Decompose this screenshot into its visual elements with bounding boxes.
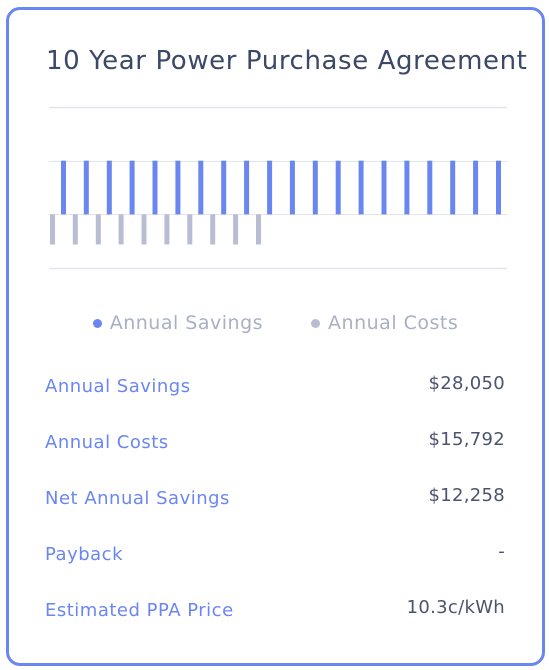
stat-row-estimated-ppa-price: Estimated PPA Price 10.3c/kWh <box>45 594 505 650</box>
bar-annual-savings[interactable] <box>312 160 318 215</box>
stat-row-annual-costs: Annual Costs $15,792 <box>45 426 505 482</box>
bar-annual-savings[interactable] <box>267 160 273 215</box>
bar-annual-costs[interactable] <box>164 214 170 245</box>
stat-label: Payback <box>45 544 124 565</box>
stat-value: $28,050 <box>428 373 505 394</box>
legend-label-costs: Annual Costs <box>328 312 459 334</box>
bar-annual-savings[interactable] <box>152 160 158 215</box>
legend-dot-savings <box>92 318 102 328</box>
bar-annual-savings[interactable] <box>244 160 250 215</box>
bar-annual-savings[interactable] <box>198 160 204 215</box>
bar-annual-savings[interactable] <box>427 160 433 215</box>
bar-annual-costs[interactable] <box>256 214 261 245</box>
stat-row-payback: Payback - <box>45 538 505 594</box>
savings-costs-chart <box>49 106 507 270</box>
bar-annual-savings[interactable] <box>175 160 181 215</box>
stat-row-annual-savings: Annual Savings $28,050 <box>45 370 505 426</box>
legend-item-savings[interactable]: Annual Savings <box>92 312 264 334</box>
bar-annual-savings[interactable] <box>381 160 387 215</box>
stat-value: - <box>498 541 505 562</box>
bar-annual-savings[interactable] <box>61 160 66 215</box>
stat-label: Estimated PPA Price <box>45 600 234 621</box>
chart-legend: Annual Savings Annual Costs <box>9 312 542 334</box>
stat-label: Annual Costs <box>45 432 169 453</box>
bar-annual-savings[interactable] <box>404 160 410 215</box>
stat-value: 10.3c/kWh <box>406 597 505 618</box>
bar-annual-savings[interactable] <box>106 160 112 215</box>
bar-annual-savings[interactable] <box>473 160 479 215</box>
bar-annual-costs[interactable] <box>210 214 216 245</box>
bar-annual-savings[interactable] <box>289 160 295 215</box>
stat-value: $15,792 <box>428 429 505 450</box>
legend-item-costs[interactable]: Annual Costs <box>311 312 458 334</box>
stat-row-net-annual-savings: Net Annual Savings $12,258 <box>45 482 505 538</box>
bar-annual-costs[interactable] <box>72 214 78 245</box>
legend-dot-costs <box>311 318 321 328</box>
bar-annual-savings[interactable] <box>496 160 501 215</box>
bar-annual-costs[interactable] <box>95 214 101 245</box>
bar-annual-savings[interactable] <box>83 160 89 215</box>
bar-annual-savings[interactable] <box>450 160 456 215</box>
bar-annual-savings[interactable] <box>335 160 341 215</box>
bar-annual-costs[interactable] <box>50 214 55 245</box>
ppa-card: 10 Year Power Purchase Agreement Annual … <box>6 7 545 666</box>
bar-annual-costs[interactable] <box>233 214 239 245</box>
bar-annual-savings[interactable] <box>129 160 135 215</box>
bar-annual-savings[interactable] <box>221 160 227 215</box>
stat-label: Net Annual Savings <box>45 488 230 509</box>
bar-annual-savings[interactable] <box>358 160 364 215</box>
stats-list: Annual Savings $28,050 Annual Costs $15,… <box>45 370 505 650</box>
bar-annual-costs[interactable] <box>141 214 147 245</box>
legend-label-savings: Annual Savings <box>109 312 264 334</box>
stat-label: Annual Savings <box>45 376 191 397</box>
bar-annual-costs[interactable] <box>187 214 193 245</box>
bar-annual-costs[interactable] <box>118 214 124 245</box>
card-title: 10 Year Power Purchase Agreement <box>46 46 528 76</box>
stat-value: $12,258 <box>428 485 505 506</box>
